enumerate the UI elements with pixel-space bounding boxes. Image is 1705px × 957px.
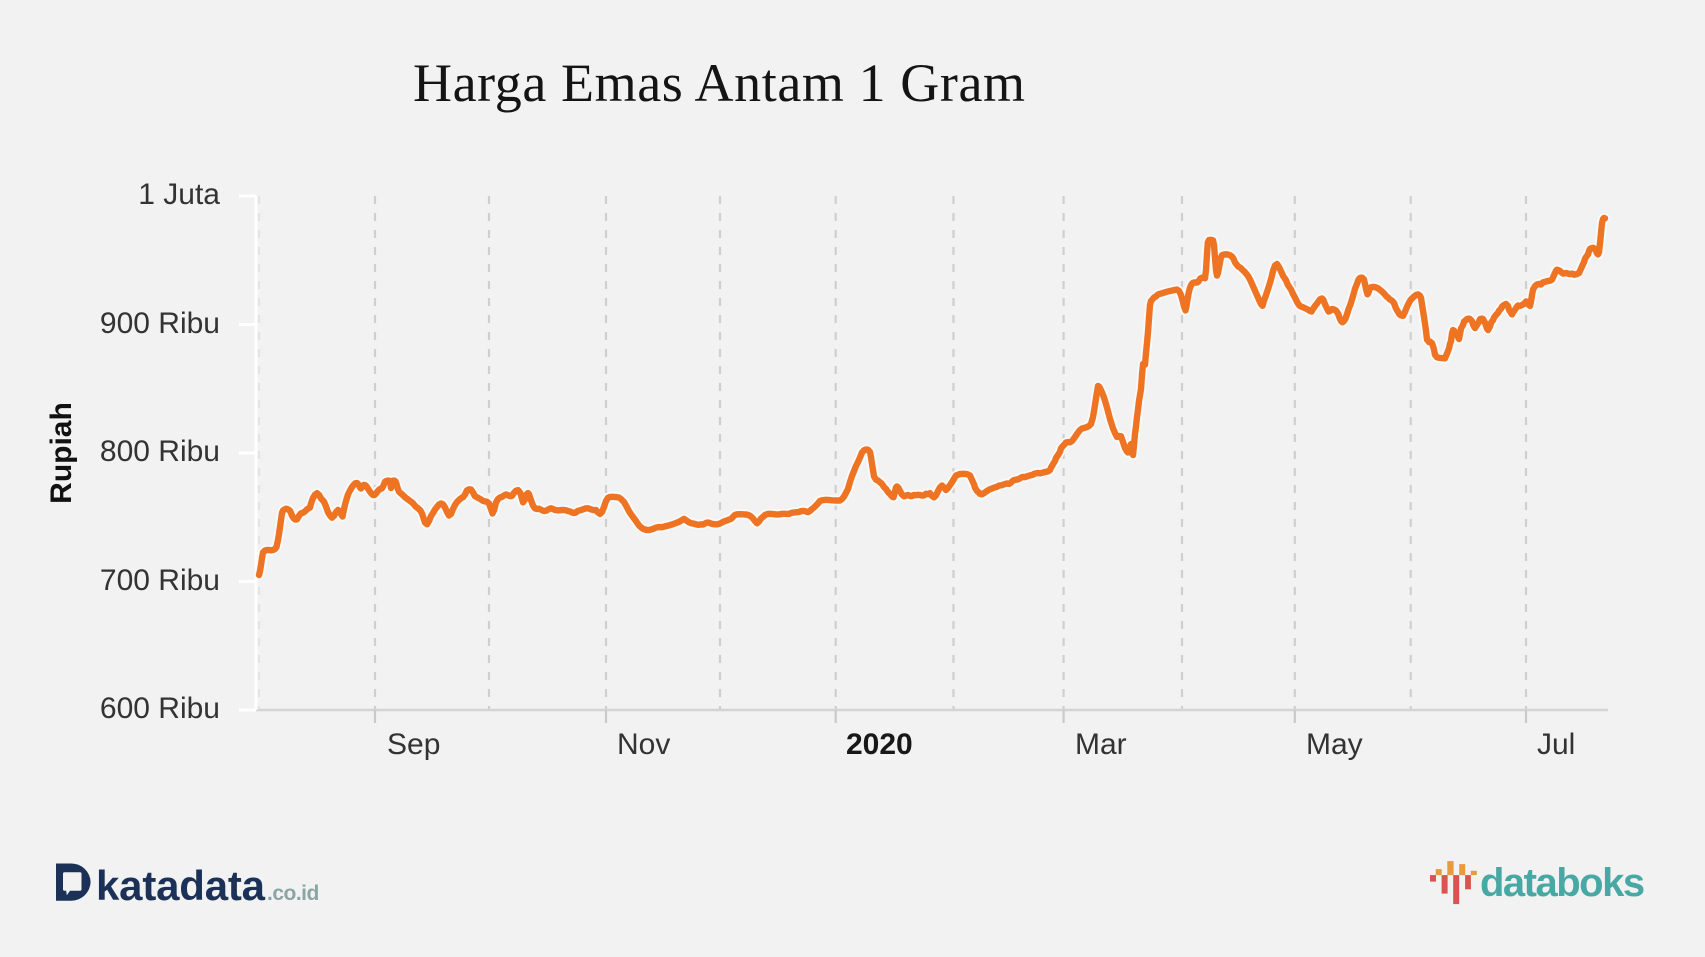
svg-text:.co.id: .co.id [267,882,319,905]
svg-text:katadata: katadata [96,862,266,905]
svg-text:databoks: databoks [1480,861,1644,905]
